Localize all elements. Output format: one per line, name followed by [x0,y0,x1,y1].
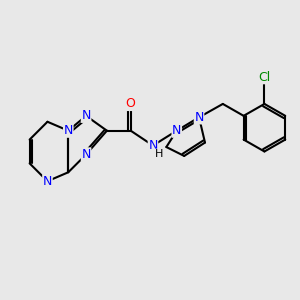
Text: N: N [81,109,91,122]
Text: Cl: Cl [258,71,271,84]
Text: N: N [81,148,91,161]
Text: N: N [194,111,204,124]
Text: O: O [126,98,136,110]
Text: N: N [148,139,158,152]
Text: H: H [155,149,164,159]
Text: N: N [43,175,52,188]
Text: N: N [172,124,182,137]
Text: N: N [64,124,73,137]
